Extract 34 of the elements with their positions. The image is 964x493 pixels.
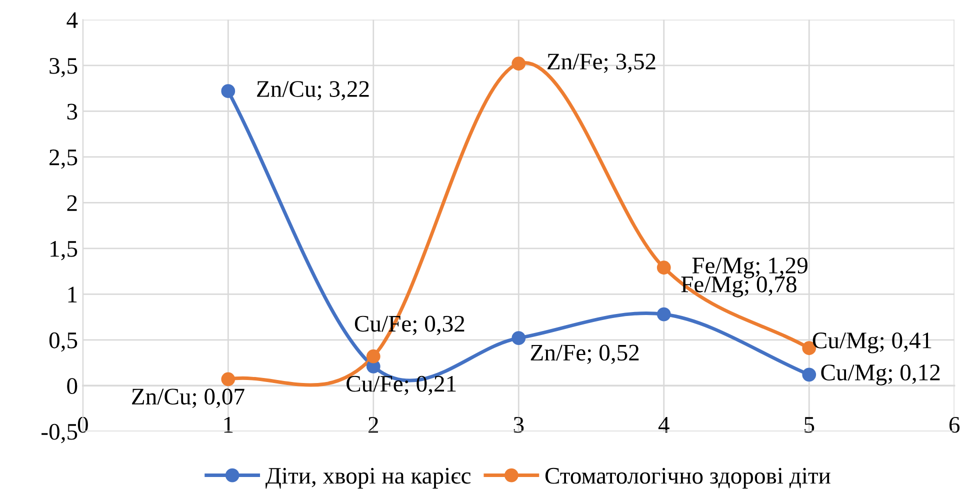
y-tick-label: 1 [68,286,77,302]
y-tick-label: 3 [67,104,78,120]
legend-label: Діти, хворі на карієс [266,468,471,489]
x-tick-label: 6 [949,416,960,433]
point [656,260,671,275]
legend-label: Стоматологічно здорові діти [545,468,830,489]
point [656,307,671,322]
y-tick-label: 2 [67,195,77,211]
y-tick-label: 0,5 [49,332,78,352]
y-tick-label: 1,5 [50,241,78,260]
point [512,56,526,71]
y-tick-label: 2,5 [50,149,78,169]
point [802,368,816,382]
annotation: Zn/Fe; 3,52 [548,54,656,73]
x-tick-label: 2 [368,416,378,433]
annotation: Cu/Mg; 0,12 [821,364,940,386]
point [221,372,236,386]
x-tick-label: 5 [804,417,814,433]
x-tick-label: 3 [514,416,524,433]
annotation: Zn/Fe; 0,52 [530,344,639,364]
annotation: Zn/Cu; 3,22 [257,81,369,100]
y-tick-label: 0 [67,378,78,394]
x-tick-label: 0 [78,416,88,433]
x-tick-label: 1 [224,416,233,433]
annotation: Zn/Cu; 0,07 [132,388,244,408]
y-tick-label: 3,5 [50,58,78,78]
x-tick-label: 4 [658,417,670,433]
point [366,349,380,364]
point [512,331,526,346]
annotation: Cu/Mg; 0,41 [812,332,932,354]
point [221,84,236,98]
annotation: Cu/Fe; 0,21 [346,376,456,396]
y-tick-label: 4 [66,12,78,28]
y-tick-label: -0,5 [42,424,78,444]
